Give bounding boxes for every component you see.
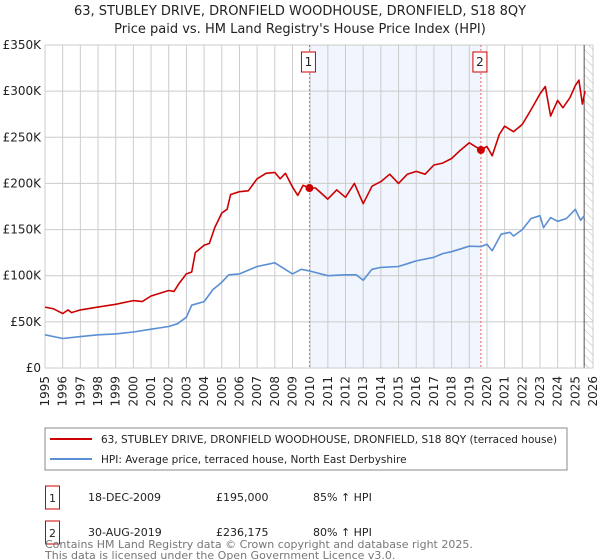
property-price-line bbox=[44, 79, 586, 315]
footer-copyright: Contains HM Land Registry data © Crown c… bbox=[45, 538, 473, 551]
forecast-hatch bbox=[584, 45, 593, 368]
footer-licence: This data is licensed under the Open Gov… bbox=[44, 549, 395, 560]
x-tick-label: 2026 bbox=[586, 376, 600, 407]
transaction-hpi: 85% ↑ HPI bbox=[313, 491, 372, 504]
x-tick-label: 2023 bbox=[533, 376, 547, 407]
transaction-price: £195,000 bbox=[216, 491, 269, 504]
y-tick-label: £100K bbox=[3, 269, 43, 283]
sale-marker-box bbox=[472, 51, 488, 73]
x-tick-label: 2011 bbox=[321, 376, 335, 407]
x-tick-label: 2004 bbox=[197, 376, 211, 407]
transaction-date: 30-AUG-2019 bbox=[88, 526, 162, 539]
x-tick-label: 2013 bbox=[356, 376, 370, 407]
x-tick-label: 2014 bbox=[374, 376, 388, 407]
legend-box bbox=[44, 427, 568, 471]
x-tick-label: 2006 bbox=[232, 376, 246, 407]
transaction-hpi: 80% ↑ HPI bbox=[313, 526, 372, 539]
x-tick-label: 2024 bbox=[551, 376, 565, 407]
x-tick-label: 2018 bbox=[445, 376, 459, 407]
sale-point bbox=[305, 184, 314, 193]
x-tick-label: 2015 bbox=[392, 376, 406, 407]
sale-marker-label: 2 bbox=[476, 55, 484, 69]
x-tick-label: 1999 bbox=[109, 376, 123, 407]
y-tick-label: £0 bbox=[26, 361, 41, 375]
transaction-date: 18-DEC-2009 bbox=[88, 491, 161, 504]
x-tick-label: 2007 bbox=[250, 376, 264, 407]
transaction-price: £236,175 bbox=[216, 526, 269, 539]
sale-marker-box bbox=[300, 51, 316, 73]
x-tick-label: 2012 bbox=[339, 376, 353, 407]
transaction-row: 1 18-DEC-2009 £195,000 85% ↑ HPI bbox=[45, 485, 372, 510]
chart-title: 63, STUBLEY DRIVE, DRONFIELD WOODHOUSE, … bbox=[74, 4, 526, 19]
y-tick-label: £150K bbox=[3, 223, 43, 237]
x-tick-label: 2001 bbox=[144, 376, 158, 407]
x-tick-label: 1995 bbox=[38, 376, 52, 407]
x-tick-label: 2022 bbox=[515, 376, 529, 407]
x-tick-label: 1997 bbox=[73, 376, 87, 407]
transaction-number: 1 bbox=[49, 492, 56, 505]
x-tick-label: 2017 bbox=[427, 376, 441, 407]
sale-marker-label: 1 bbox=[305, 55, 313, 69]
sale-point bbox=[476, 146, 485, 155]
x-tick-label: 1996 bbox=[56, 376, 70, 407]
chart-subtitle: Price paid vs. HM Land Registry's House … bbox=[114, 22, 486, 37]
shaded-ownership-period bbox=[309, 45, 481, 368]
y-tick-label: £300K bbox=[3, 84, 43, 98]
x-tick-label: 2008 bbox=[268, 376, 282, 407]
x-tick-label: 2016 bbox=[409, 376, 423, 407]
x-tick-label: 2019 bbox=[462, 376, 476, 407]
hpi-series-line bbox=[44, 208, 585, 340]
legend-red-label: 63, STUBLEY DRIVE, DRONFIELD WOODHOUSE, … bbox=[101, 434, 557, 446]
x-tick-label: 2025 bbox=[568, 376, 582, 407]
legend-blue-label: HPI: Average price, terraced house, Nort… bbox=[101, 454, 407, 466]
y-tick-label: £200K bbox=[3, 176, 43, 190]
x-tick-label: 1998 bbox=[91, 376, 105, 407]
x-tick-label: 2002 bbox=[162, 376, 176, 407]
x-tick-label: 2010 bbox=[303, 376, 317, 407]
transaction-number: 2 bbox=[49, 527, 56, 540]
x-tick-label: 2009 bbox=[285, 376, 299, 407]
x-tick-label: 2003 bbox=[179, 376, 193, 407]
y-tick-label: £250K bbox=[3, 130, 43, 144]
x-tick-label: 2000 bbox=[126, 376, 140, 407]
x-tick-label: 2020 bbox=[480, 376, 494, 407]
y-tick-label: £50K bbox=[10, 315, 42, 329]
x-tick-label: 2005 bbox=[215, 376, 229, 407]
y-tick-label: £350K bbox=[3, 38, 43, 52]
x-tick-label: 2021 bbox=[498, 376, 512, 407]
transaction-row: 2 30-AUG-2019 £236,175 80% ↑ HPI bbox=[45, 520, 372, 545]
